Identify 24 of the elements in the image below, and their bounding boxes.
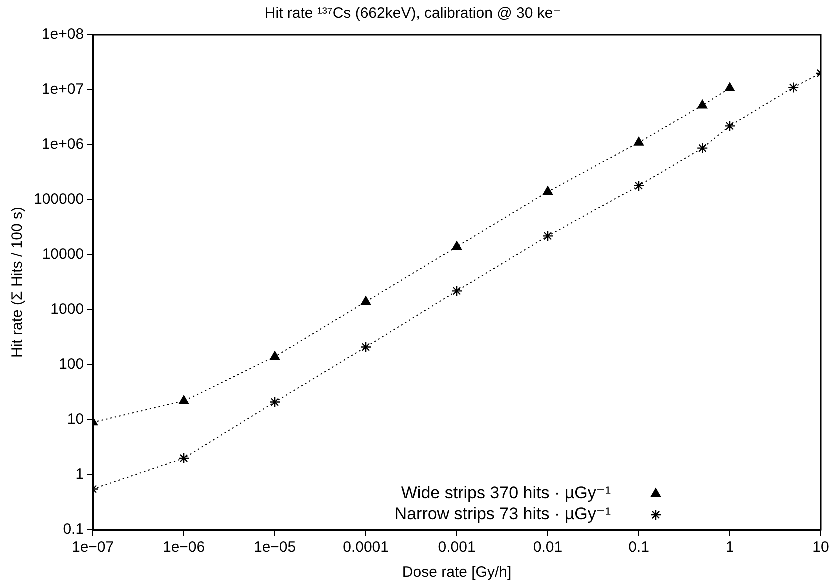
x-axis-title: Dose rate [Gy/h] [402, 564, 512, 582]
y-tick-label: 10000 [42, 246, 84, 264]
y-axis-title: Hit rate (Σ Hits / 100 s) [9, 207, 26, 358]
legend-label: Narrow strips 73 hits · µGy⁻¹ [394, 504, 612, 524]
x-tick-label: 10 [812, 539, 830, 556]
x-tick-label: 0.1 [628, 539, 650, 556]
x-tick-label: 0.01 [533, 539, 563, 556]
y-tick-label: 1e+08 [42, 26, 84, 44]
x-tick-label: 0.0001 [343, 539, 389, 556]
y-tick-label: 100 [59, 356, 84, 374]
y-tick-label: 1e+07 [42, 81, 84, 98]
y-tick-label: 10 [67, 411, 84, 428]
chart-title: Hit rate ¹³⁷Cs (662keV), calibration @ 30 ke⁻ [264, 5, 562, 22]
y-tick-label: 0.1 [63, 521, 84, 538]
legend-label: Wide strips 370 hits · µGy⁻¹ [401, 484, 612, 503]
y-tick-label: 100000 [34, 191, 84, 208]
y-tick-label: 1 [76, 466, 84, 484]
x-tick-label: 1e−05 [254, 539, 296, 556]
x-tick-label: 1e−07 [72, 539, 114, 556]
y-tick-label: 1000 [50, 301, 84, 318]
x-tick-label: 1e−06 [162, 539, 206, 556]
x-tick-label: 0.001 [438, 539, 476, 556]
x-tick-label: 1 [726, 539, 734, 556]
y-tick-label: 1e+06 [42, 136, 84, 154]
